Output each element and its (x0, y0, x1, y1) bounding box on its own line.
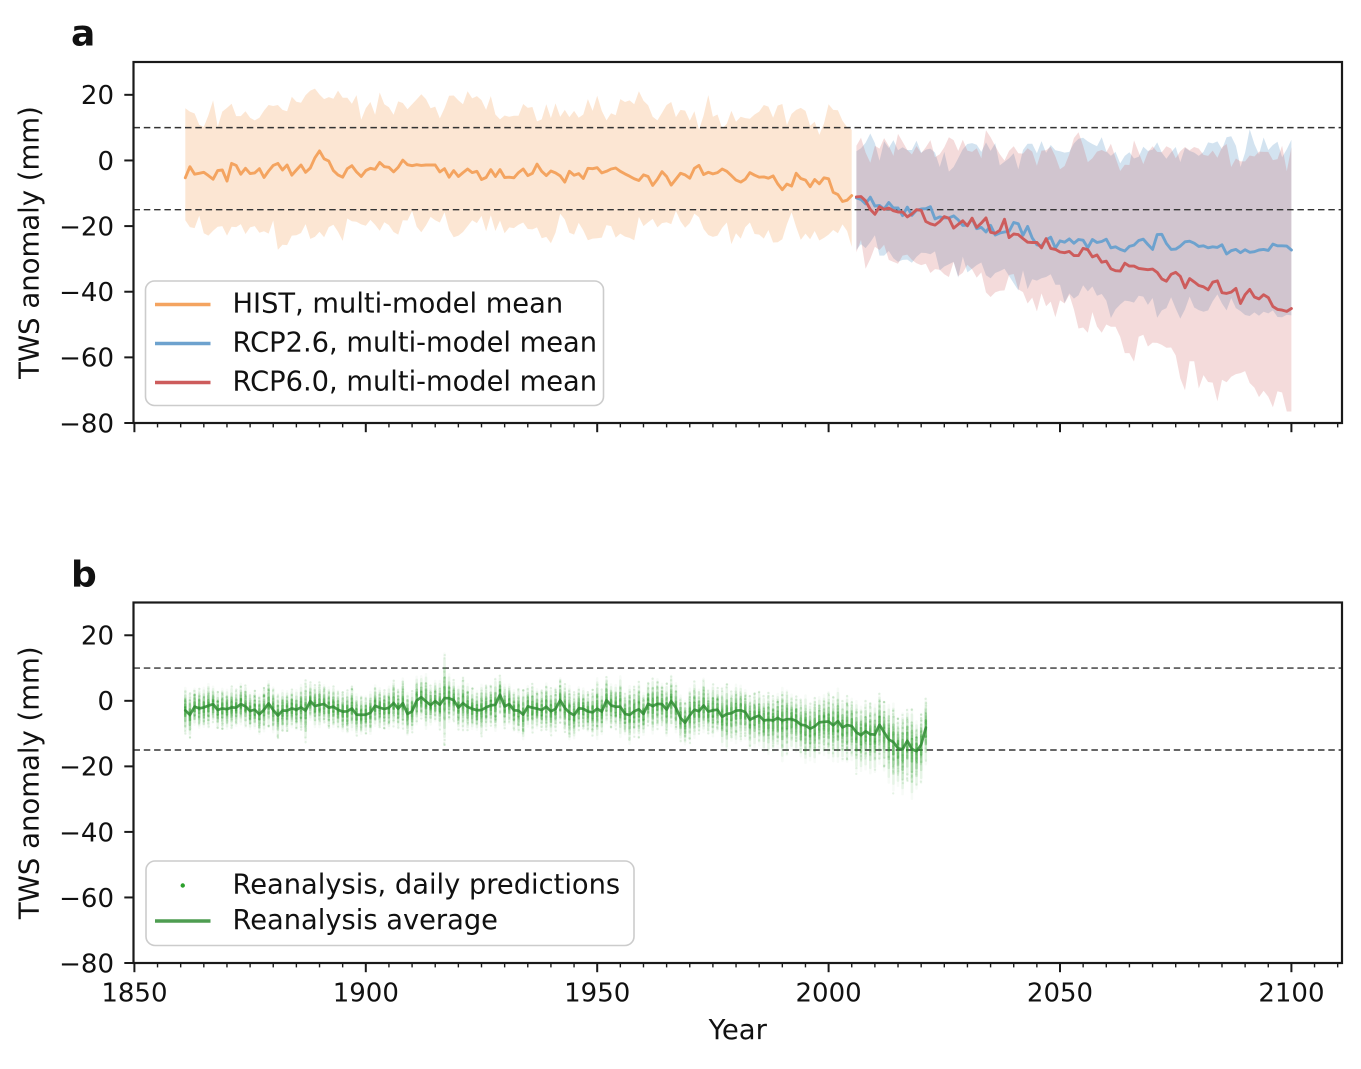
y-tick-label: −20 (59, 212, 114, 242)
y-tick-label: 20 (81, 622, 114, 652)
x-tick-label: 1850 (101, 979, 167, 1009)
x-tick-label: 1950 (564, 979, 630, 1009)
legend-b: Reanalysis, daily predictions Reanalysis … (146, 861, 634, 946)
x-tick-label: 2100 (1258, 979, 1324, 1009)
y-tick-label: −80 (59, 949, 114, 979)
legend-label-rcp26: RCP2.6, multi-model mean (233, 328, 598, 359)
legend-a: HIST, multi-model mean RCP2.6, multi-mode… (146, 281, 604, 406)
y-tick-label: −40 (59, 818, 114, 848)
legend-label-hist: HIST, multi-model mean (233, 289, 564, 320)
x-tick-label: 2050 (1027, 979, 1093, 1009)
legend-swatch-reanalysis-dots (181, 883, 185, 887)
x-tick-label: 1900 (333, 979, 399, 1009)
y-tick-label: −20 (59, 753, 114, 783)
x-axis-label: Year (708, 1014, 768, 1046)
y-tick-label: −60 (59, 884, 114, 914)
y-tick-label: 0 (97, 147, 114, 177)
legend-label-reanalysis-line: Reanalysis average (233, 905, 498, 936)
y-tick-label: −60 (59, 344, 114, 374)
y-tick-label: −40 (59, 278, 114, 308)
y-axis-label-a: TWS anomaly (mm) (14, 106, 46, 380)
x-tick-label: 2000 (796, 979, 862, 1009)
y-tick-label: 0 (97, 687, 114, 717)
y-tick-label: −80 (59, 409, 114, 439)
legend-label-reanalysis-dots: Reanalysis, daily predictions (233, 870, 621, 901)
legend-label-rcp60: RCP6.0, multi-model mean (233, 367, 598, 398)
y-axis-label-b: TWS anomaly (mm) (14, 646, 46, 920)
y-tick-label: 20 (81, 81, 114, 111)
panel-a-letter: a (71, 14, 95, 55)
panel-b-letter: b (71, 555, 97, 596)
